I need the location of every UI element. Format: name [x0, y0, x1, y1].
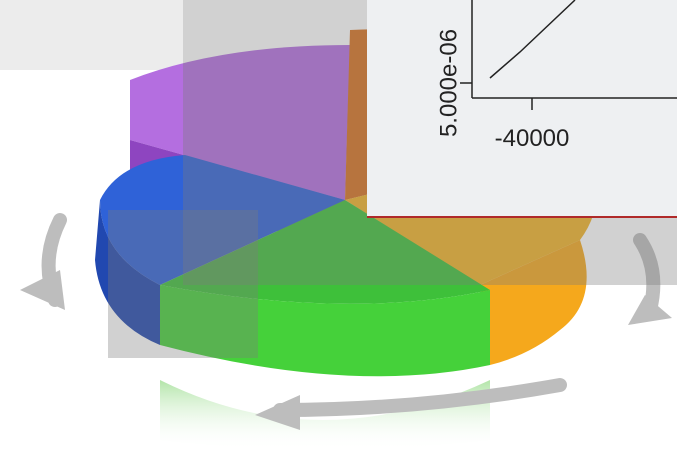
slice-green [160, 200, 490, 304]
x-tick-label: -40000 [495, 125, 570, 152]
slice-blue [100, 155, 345, 285]
slice-blue-side [95, 200, 160, 345]
y-tick-label: 5.000e-06 [435, 29, 462, 137]
inset-panel [367, 0, 677, 218]
arrow-head [20, 270, 65, 310]
overlay [108, 210, 258, 358]
arrow-head [628, 295, 672, 325]
slice-purple [130, 45, 350, 200]
reflection [160, 380, 490, 449]
arrow-head [255, 395, 300, 430]
inset-curve [489, 0, 576, 79]
slice-yellow-side [480, 240, 587, 365]
slice-green-side [160, 285, 490, 377]
background-strip [0, 0, 183, 70]
